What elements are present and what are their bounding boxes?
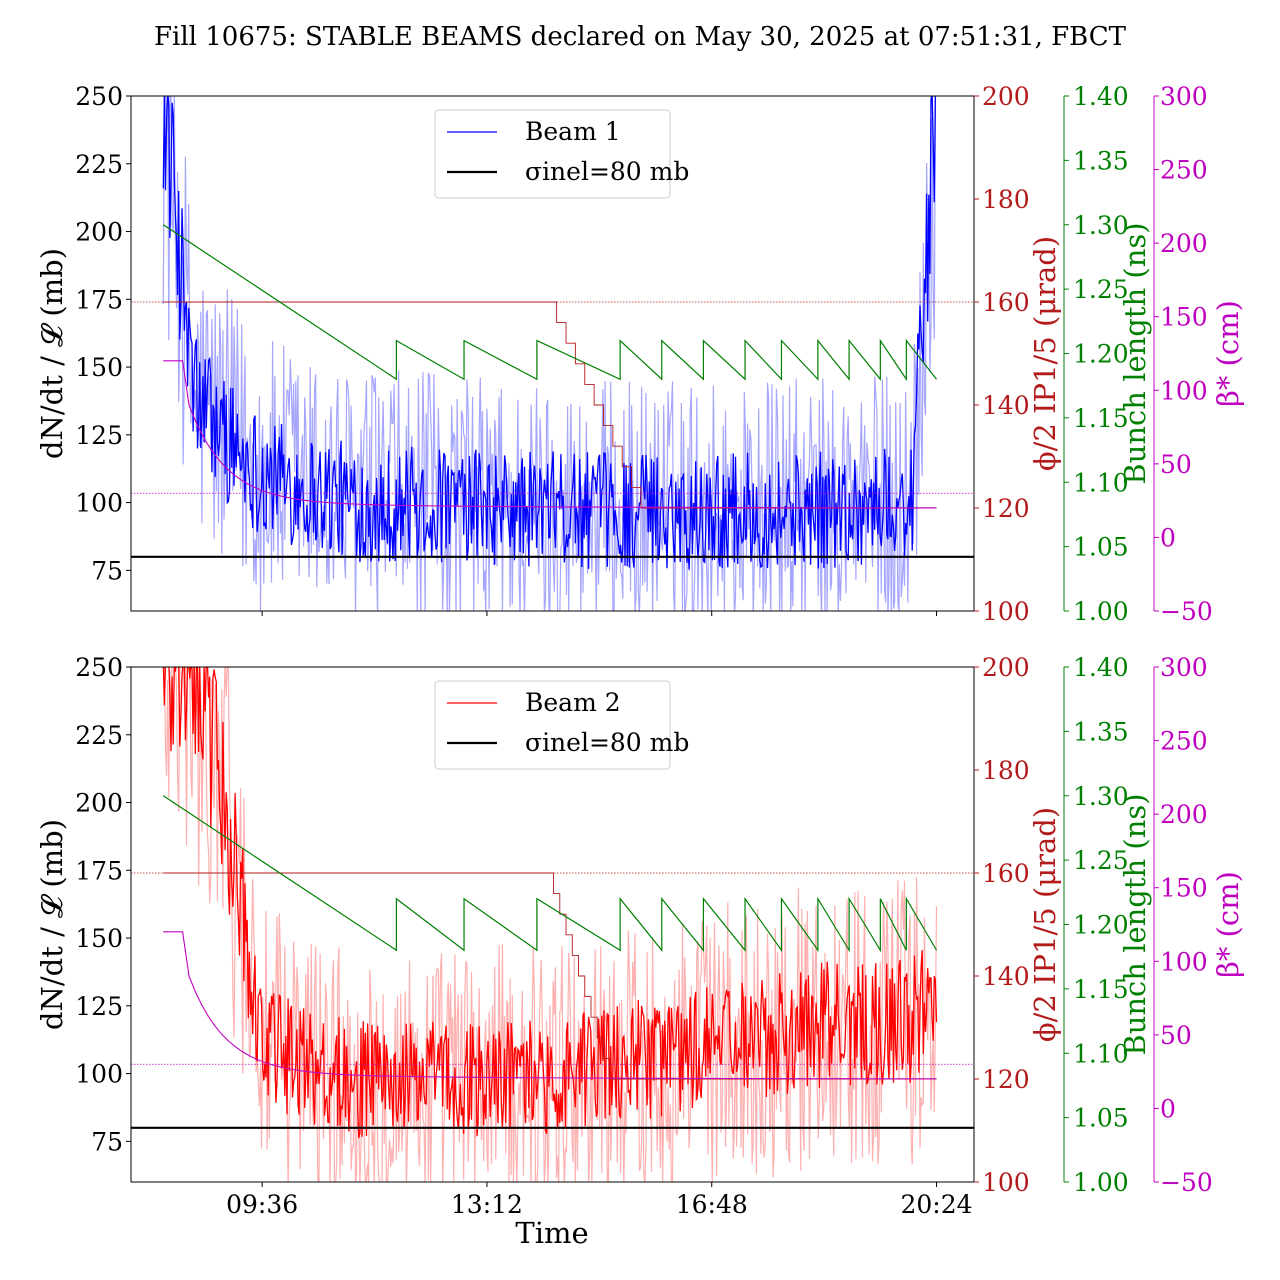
y-tick-label: 175 [75,856,123,885]
y3-tick-label: 1.15 [1073,404,1129,433]
y3-tick-label: 1.15 [1073,975,1129,1004]
panel-beam-2: 75 100 125 150 175 200 225 250 100 120 140 160 180 20… [35,653,1245,1219]
y3-tick-label: 1.05 [1073,1104,1129,1133]
y2-tick-label: 140 [982,962,1030,991]
bunch-axis-label: Bunch length (ns) [1118,222,1152,484]
y-tick-label: 200 [75,789,123,818]
y-tick-label: 150 [75,353,123,382]
y2-tick-label: 200 [982,653,1030,682]
beta-star-line [163,360,937,509]
y3-tick-label: 1.35 [1073,146,1129,175]
y4-tick-label: 200 [1160,229,1208,258]
y-tick-label: 250 [75,653,123,682]
beta-star-line [163,931,937,1080]
y4-tick-label: 300 [1160,653,1208,682]
y3-tick-label: 1.10 [1073,1039,1129,1068]
crossing-angle-line [163,301,937,509]
y3-tick-label: 1.30 [1073,782,1129,811]
y4-tick-label: 250 [1160,156,1208,185]
y2-tick-label: 140 [982,391,1030,420]
x-tick-label: 09:36 [226,1190,298,1219]
y-axis-label: dN/dt / 𝓛 (mb) [35,819,69,1030]
legend-beam-label: Beam 1 [525,117,621,146]
crossing-axis-label: ϕ/2 IP1/5 (μrad) [1028,807,1062,1042]
y2-tick-label: 120 [982,494,1030,523]
crossing-angle-line [163,872,937,1080]
bunch-axis-label: Bunch length (ns) [1118,793,1152,1055]
x-tick-label: 16:48 [676,1190,748,1219]
y2-tick-label: 100 [982,597,1030,626]
bunch-length-line [162,224,938,382]
y3-tick-label: 1.20 [1073,911,1129,940]
y2-tick-label: 180 [982,756,1030,785]
y4-tick-label: −50 [1160,1168,1213,1197]
y-axis-label: dN/dt / 𝓛 (mb) [35,248,69,459]
y4-tick-label: 100 [1160,947,1208,976]
y3-tick-label: 1.40 [1073,82,1129,111]
legend-sigma-label: σinel=80 mb [525,728,689,757]
y-tick-label: 225 [75,721,123,750]
y4-tick-label: 250 [1160,727,1208,756]
y-tick-label: 75 [91,1127,123,1156]
x-tick-label: 13:12 [451,1190,523,1219]
y2-tick-label: 160 [982,288,1030,317]
legend-beam-label: Beam 2 [525,688,621,717]
y-tick-label: 150 [75,924,123,953]
y3-tick-label: 1.10 [1073,468,1129,497]
y3-tick-label: 1.35 [1073,717,1129,746]
y-tick-label: 225 [75,150,123,179]
x-axis-label: Time [515,1216,588,1250]
plot-area [131,667,974,1182]
plot-frame [130,95,975,612]
y3-tick-label: 1.30 [1073,211,1129,240]
beta-axis-label: β* (cm) [1211,300,1245,407]
beam-2-line [162,667,938,1139]
panel-beam-1: 75 100 125 150 175 200 225 250 100 120 140 160 180 20… [35,82,1245,626]
y-tick-label: 125 [75,992,123,1021]
y3-tick-label: 1.25 [1073,275,1129,304]
y4-tick-label: 50 [1160,1021,1192,1050]
y-tick-label: 175 [75,285,123,314]
beta-axis-label: β* (cm) [1211,871,1245,978]
legend-sigma-label: σinel=80 mb [525,157,689,186]
crossing-axis-label: ϕ/2 IP1/5 (μrad) [1028,236,1062,471]
y2-tick-label: 100 [982,1168,1030,1197]
y3-tick-label: 1.25 [1073,846,1129,875]
y-tick-label: 250 [75,82,123,111]
y-tick-label: 125 [75,421,123,450]
plot-frame [130,666,975,1183]
y4-tick-label: 150 [1160,303,1208,332]
beam-1-line [162,96,937,570]
y3-tick-label: 1.00 [1073,597,1129,626]
y2-tick-label: 120 [982,1065,1030,1094]
y3-tick-label: 1.00 [1073,1168,1129,1197]
y4-tick-label: 100 [1160,376,1208,405]
y4-tick-label: 50 [1160,450,1192,479]
y3-tick-label: 1.20 [1073,340,1129,369]
x-tick-label: 20:24 [901,1190,973,1219]
y2-tick-label: 160 [982,859,1030,888]
y3-tick-label: 1.40 [1073,653,1129,682]
y4-tick-label: −50 [1160,597,1213,626]
chart-title: Fill 10675: STABLE BEAMS declared on May… [154,22,1127,52]
bunch-length-line [162,795,938,953]
y-tick-label: 100 [75,1060,123,1089]
y2-tick-label: 180 [982,185,1030,214]
y4-tick-label: 200 [1160,800,1208,829]
y2-tick-label: 200 [982,82,1030,111]
y-tick-label: 100 [75,489,123,518]
y4-tick-label: 150 [1160,874,1208,903]
y-tick-label: 75 [91,556,123,585]
y-tick-label: 200 [75,218,123,247]
y4-tick-label: 0 [1160,523,1176,552]
y4-tick-label: 300 [1160,82,1208,111]
plot-area [131,96,974,611]
y4-tick-label: 0 [1160,1094,1176,1123]
y3-tick-label: 1.05 [1073,533,1129,562]
